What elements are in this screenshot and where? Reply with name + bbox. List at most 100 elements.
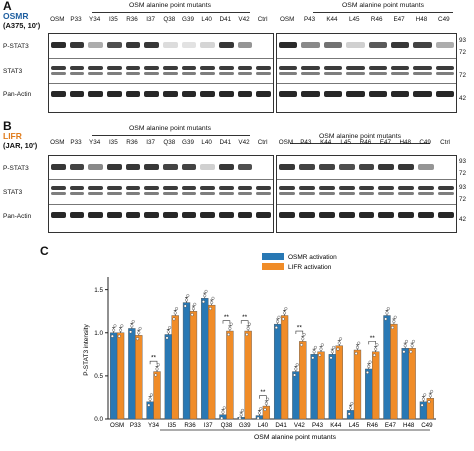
stat3-band [237, 192, 253, 195]
bar-osmr-h48 [401, 348, 409, 420]
lane-label: Ctrl [257, 16, 268, 23]
replicate-point [427, 400, 431, 404]
lane-label: L45 [349, 16, 360, 23]
replicate-point [277, 315, 281, 319]
lane-label: OSM [278, 139, 294, 146]
bar-osmr-p43 [310, 354, 318, 420]
stat3-band [219, 186, 234, 190]
replicate-point [283, 311, 287, 315]
pstat3-band [181, 42, 197, 48]
replicate-point [149, 393, 153, 397]
replicate-point [112, 328, 116, 332]
pstat3-band [200, 42, 215, 48]
x-tick-label: L40 [258, 422, 269, 429]
replicate-point [302, 332, 306, 336]
replicate-point [190, 313, 194, 317]
replicate-point [263, 408, 267, 412]
actin-band [338, 212, 355, 218]
replicate-point [330, 350, 334, 354]
pstat3-band [279, 164, 295, 170]
pstat3-band [69, 164, 85, 170]
stat3-band [237, 72, 253, 75]
stat3-band [69, 192, 85, 195]
panel-b-receptor: LIFR (JAR, 10') [3, 131, 38, 151]
stat3-band [200, 186, 215, 190]
actin-band [107, 212, 122, 218]
stat3-band [107, 72, 122, 75]
lane-label: R46 [359, 139, 372, 146]
significance-bracket [222, 320, 231, 324]
stat3-band [438, 192, 454, 195]
lane-label: P43 [300, 139, 312, 146]
replicate-point [221, 410, 225, 414]
panel-a-cell-line: (A375, 10') [3, 21, 41, 30]
stat3-band [181, 66, 197, 70]
x-tick-label: P33 [130, 422, 142, 429]
lane-label: I35 [108, 139, 118, 146]
bar-osmr-k44 [328, 354, 336, 420]
stat3-band [298, 192, 315, 195]
bar-osmr-d41 [273, 323, 282, 420]
replicate-point [166, 330, 170, 334]
y-tick-label: 0.0 [94, 416, 103, 423]
legend-label-lifr: LIFR activation [288, 264, 332, 271]
stat3-band [88, 66, 103, 70]
lane-label: G39 [182, 139, 194, 146]
bar-osmr-p33 [128, 328, 136, 420]
replicate-point [247, 322, 251, 326]
pstat3-band [88, 164, 103, 170]
lane-label: I35 [108, 16, 118, 23]
replicate-point [220, 416, 224, 420]
actin-band [88, 212, 103, 218]
x-tick-label: E47 [385, 422, 397, 429]
stat3-band [358, 186, 375, 190]
actin-band [237, 91, 253, 97]
pstat3-band [318, 164, 335, 170]
replicate-point [294, 367, 298, 371]
panel-a-mw-72b: 72 [459, 72, 467, 79]
actin-band [398, 212, 415, 218]
pstat3-band [200, 164, 215, 170]
actin-band [358, 212, 375, 218]
replicate-point [284, 307, 288, 311]
actin-band [163, 212, 178, 218]
panel-a-letter: A [3, 0, 12, 13]
blot-separator [277, 83, 456, 84]
replicate-point [347, 412, 351, 416]
stat3-band [256, 72, 271, 75]
panel-c-letter: C [40, 244, 49, 258]
stat3-band [125, 186, 141, 190]
significance-bracket [368, 341, 376, 345]
replicate-point [135, 337, 139, 341]
actin-band [301, 91, 320, 97]
x-tick-label: K44 [330, 422, 342, 429]
panel-b-receptor-name: LIFR [3, 131, 22, 141]
pstat3-band [51, 164, 66, 170]
actin-band [219, 91, 234, 97]
replicate-point [148, 397, 152, 401]
pstat3-band [88, 42, 103, 48]
pstat3-band [69, 42, 85, 48]
panel-b-right-blot [276, 155, 457, 233]
stat3-band [279, 66, 298, 70]
actin-band [279, 91, 298, 97]
replicate-point [374, 347, 378, 351]
y-tick-label: 0.5 [94, 373, 103, 380]
stat3-band [125, 66, 141, 70]
replicate-point [349, 406, 353, 410]
lane-label: P33 [70, 139, 82, 146]
actin-band [125, 212, 141, 218]
stat3-band [318, 186, 335, 190]
lane-label: V42 [238, 16, 250, 23]
x-tick-label: D41 [275, 422, 287, 429]
replicate-point [138, 326, 142, 330]
lane-label: Q38 [163, 16, 176, 23]
panel-b-cell-line: (JAR, 10') [3, 141, 38, 150]
stat3-band [378, 192, 395, 195]
lane-label: R36 [126, 16, 138, 23]
lane-label: Y34 [89, 16, 101, 23]
replicate-point [113, 324, 117, 328]
replicate-point [241, 408, 245, 412]
bar-lifr-p43 [317, 351, 325, 420]
stat3-band [144, 72, 159, 75]
